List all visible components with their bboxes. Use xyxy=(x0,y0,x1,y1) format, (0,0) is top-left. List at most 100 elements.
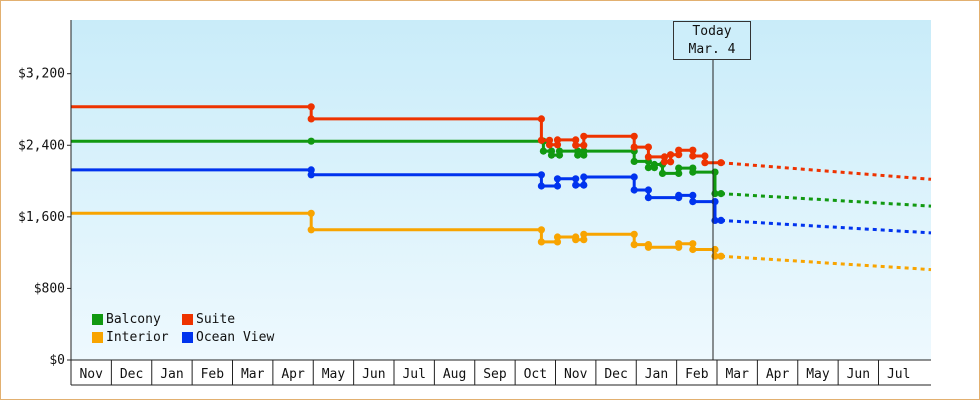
point-interior-17 xyxy=(689,240,697,248)
x-axis-months: Nov Dec Jan Feb Mar Apr May Jun Jul Aug Sep Oct Nov D… xyxy=(70,360,931,386)
x-month-label-12: Nov xyxy=(564,367,588,382)
legend-swatch-balcony xyxy=(92,314,103,325)
point-balcony-5 xyxy=(547,151,556,159)
point-ocean-view-2 xyxy=(307,171,315,179)
forecast-line-interior xyxy=(720,254,932,272)
point-suite-8 xyxy=(553,136,562,144)
point-interior-12 xyxy=(630,241,638,249)
x-month-label-20: Jul xyxy=(887,367,910,382)
point-interior-4 xyxy=(537,238,546,246)
x-month-label-9: Aug xyxy=(443,367,466,382)
y-tick-label-4: $3,200 xyxy=(18,67,65,82)
point-balcony-21 xyxy=(675,164,683,172)
point-interior-14 xyxy=(644,243,653,251)
point-suite-12 xyxy=(580,132,588,140)
point-interior-1 xyxy=(307,209,315,217)
point-ocean-view-11 xyxy=(630,173,638,181)
point-interior-11 xyxy=(630,230,638,238)
legend-item-interior: Interior xyxy=(92,330,182,345)
plot-area xyxy=(71,20,931,360)
point-suite-13 xyxy=(630,132,638,140)
legend-label-balcony: Balcony xyxy=(106,312,161,327)
point-suite-6 xyxy=(545,141,554,149)
point-ocean-view-5 xyxy=(553,182,562,190)
x-month-label-17: Apr xyxy=(766,367,790,382)
x-month-label-11: Oct xyxy=(524,367,547,382)
point-balcony-23 xyxy=(689,168,697,176)
x-month-label-14: Jan xyxy=(645,367,668,382)
point-suite-14 xyxy=(630,143,638,151)
point-interior-19 xyxy=(711,245,719,254)
point-suite-23 xyxy=(689,146,697,154)
point-suite-22 xyxy=(675,146,683,154)
point-suite-24 xyxy=(689,152,697,160)
x-month-label-3: Feb xyxy=(201,367,225,382)
point-ocean-view-6 xyxy=(553,175,562,183)
series-layer xyxy=(71,103,932,272)
point-ocean-view-17 xyxy=(689,191,697,199)
point-interior-18 xyxy=(689,245,697,254)
point-balcony-3 xyxy=(539,147,548,155)
x-month-label-8: Jul xyxy=(402,367,425,382)
point-balcony-13 xyxy=(630,157,638,165)
series-line-suite xyxy=(71,105,721,165)
x-month-label-6: May xyxy=(322,367,346,382)
legend-item-balcony: Balcony xyxy=(92,312,182,327)
point-balcony-9 xyxy=(574,151,582,159)
point-ocean-view-3 xyxy=(537,171,546,179)
point-ocean-view-18 xyxy=(689,198,697,206)
point-suite-2 xyxy=(307,115,315,123)
point-suite-27 xyxy=(717,159,725,167)
x-month-label-15: Feb xyxy=(685,367,709,382)
legend: Balcony Suite Interior Ocean View xyxy=(92,312,282,345)
point-suite-3 xyxy=(537,115,546,123)
x-month-label-4: Mar xyxy=(241,367,265,382)
forecast-line-suite xyxy=(720,161,932,181)
y-axis-ticks: $0 $800 $1,600 $2,400 $3,200 xyxy=(18,67,71,368)
point-ocean-view-13 xyxy=(644,186,653,194)
point-balcony-20 xyxy=(675,169,683,177)
point-ocean-view-4 xyxy=(537,182,546,190)
point-balcony-24 xyxy=(711,168,719,176)
legend-label-interior: Interior xyxy=(106,330,169,345)
point-ocean-view-10 xyxy=(580,173,588,181)
x-month-label-5: Apr xyxy=(281,367,305,382)
point-suite-25 xyxy=(701,152,709,160)
legend-label-ocean-view: Ocean View xyxy=(196,330,275,345)
point-interior-16 xyxy=(675,240,683,248)
point-suite-9 xyxy=(572,136,580,144)
point-interior-8 xyxy=(572,236,580,244)
x-month-label-0: Nov xyxy=(79,367,103,382)
point-interior-9 xyxy=(580,236,588,244)
point-suite-19 xyxy=(667,158,675,166)
forecast-line-ocean-view xyxy=(720,218,932,235)
point-suite-18 xyxy=(660,158,669,166)
point-ocean-view-9 xyxy=(580,181,588,189)
point-balcony-1 xyxy=(307,137,315,145)
x-month-label-18: May xyxy=(806,367,830,382)
point-suite-20 xyxy=(667,151,675,159)
point-balcony-15 xyxy=(644,164,653,172)
y-tick-label-2: $1,600 xyxy=(18,210,65,225)
point-ocean-view-8 xyxy=(572,181,580,189)
point-suite-26 xyxy=(701,159,709,167)
legend-swatch-suite xyxy=(182,314,193,325)
point-balcony-26 xyxy=(717,190,725,198)
point-balcony-11 xyxy=(580,147,588,155)
x-month-label-1: Dec xyxy=(120,367,143,382)
point-interior-10 xyxy=(580,230,588,238)
legend-item-ocean-view: Ocean View xyxy=(182,330,282,345)
y-tick-label-0: $0 xyxy=(49,353,65,368)
point-suite-11 xyxy=(580,141,588,149)
point-interior-3 xyxy=(537,226,546,234)
point-ocean-view-7 xyxy=(572,175,580,183)
legend-swatch-interior xyxy=(92,332,103,343)
point-balcony-17 xyxy=(650,160,659,169)
today-marker-box: Today Mar. 4 xyxy=(673,21,751,60)
point-suite-15 xyxy=(644,143,653,151)
point-suite-10 xyxy=(572,141,580,149)
y-tick-label-1: $800 xyxy=(34,281,65,296)
legend-swatch-ocean-view xyxy=(182,332,193,343)
point-suite-16 xyxy=(644,153,653,161)
point-suite-4 xyxy=(537,136,546,144)
